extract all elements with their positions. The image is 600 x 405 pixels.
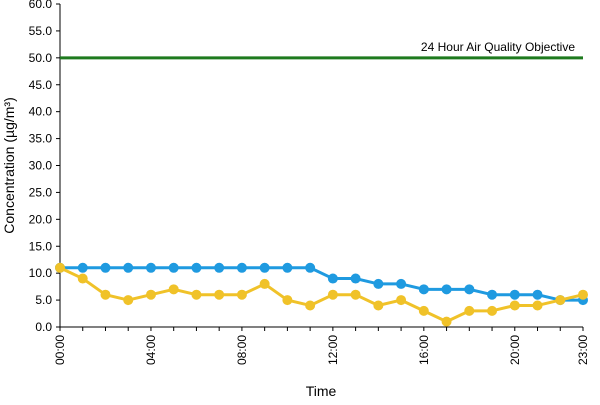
series-2-point	[487, 305, 498, 316]
series-2-point	[259, 278, 270, 289]
series-1-point	[350, 273, 361, 284]
series-2-point	[77, 273, 88, 284]
y-tick-label: 55.0	[29, 24, 53, 38]
series-2-point	[396, 295, 407, 306]
series-1-point	[145, 262, 156, 273]
y-tick-label: 35.0	[29, 132, 53, 146]
y-tick-label: 5.0	[35, 293, 52, 307]
x-tick-label: 00:00	[53, 335, 67, 365]
y-axis-title: Concentration (µg/m³)	[1, 97, 17, 233]
series-2-point	[100, 289, 111, 300]
x-axis-title: Time	[306, 383, 337, 399]
series-1-point	[396, 278, 407, 289]
series-2-point	[373, 300, 384, 311]
y-tick-labels: 0.0 5.0 10.0 15.0 20.0 25.0 30.0 35.0 40.0 45.0 50…	[29, 0, 60, 334]
series-2-point	[418, 305, 429, 316]
series-1-point	[373, 278, 384, 289]
series-1-line	[60, 266, 583, 302]
series-2-point	[145, 289, 156, 300]
x-tick-label: 23:00	[576, 335, 590, 365]
x-tick-label: 16:00	[417, 335, 431, 365]
y-tick-label: 60.0	[29, 0, 53, 11]
series-2-point	[509, 300, 520, 311]
y-tick-label: 45.0	[29, 78, 53, 92]
series-2-point	[123, 295, 134, 306]
series-1-point	[236, 262, 247, 273]
objective-label: 24 Hour Air Quality Objective	[421, 40, 575, 54]
series-layer	[55, 262, 588, 327]
series-2-point	[282, 295, 293, 306]
series-2-point	[464, 305, 475, 316]
y-tick-label: 15.0	[29, 239, 53, 253]
x-tick-label: 12:00	[326, 335, 340, 365]
series-1-point	[441, 284, 452, 295]
series-1-point	[191, 262, 202, 273]
series-1-point	[418, 284, 429, 295]
y-tick-label: 30.0	[29, 159, 53, 173]
series-1-point	[77, 262, 88, 273]
series-2-point	[327, 289, 338, 300]
series-2	[55, 262, 588, 327]
series-2-point	[191, 289, 202, 300]
series-2-point	[350, 289, 361, 300]
series-1-point	[487, 289, 498, 300]
series-1-point	[214, 262, 225, 273]
series-2-point	[168, 284, 179, 295]
series-1-point	[464, 284, 475, 295]
objective-layer: 24 Hour Air Quality Objective	[60, 40, 583, 60]
series-1-point	[509, 289, 520, 300]
series-1	[55, 262, 588, 306]
series-2-point	[214, 289, 225, 300]
series-2-point	[555, 295, 566, 306]
series-2-point	[236, 289, 247, 300]
y-tick-label: 10.0	[29, 266, 53, 280]
y-tick-label: 25.0	[29, 185, 53, 199]
y-tick-label: 20.0	[29, 212, 53, 226]
y-tick-label: 0.0	[35, 320, 52, 334]
series-2-point	[578, 289, 588, 300]
x-tick-labels: 00:00 04:00 08:00 12:00 16:00 20:00 23:00	[53, 327, 590, 365]
series-2-point	[305, 300, 316, 311]
series-2-point	[441, 316, 452, 327]
series-1-point	[168, 262, 179, 273]
series-1-point	[305, 262, 316, 273]
y-tick-label: 50.0	[29, 51, 53, 65]
x-tick-label: 20:00	[508, 335, 522, 365]
series-2-point	[55, 262, 65, 273]
series-1-point	[282, 262, 293, 273]
x-tick-label: 08:00	[235, 335, 249, 365]
series-1-point	[327, 273, 338, 284]
series-1-point	[532, 289, 543, 300]
series-1-point	[259, 262, 270, 273]
series-1-point	[123, 262, 134, 273]
series-1-point	[100, 262, 111, 273]
x-tick-label: 04:00	[144, 335, 158, 365]
series-2-point	[532, 300, 543, 311]
y-tick-label: 40.0	[29, 105, 53, 119]
